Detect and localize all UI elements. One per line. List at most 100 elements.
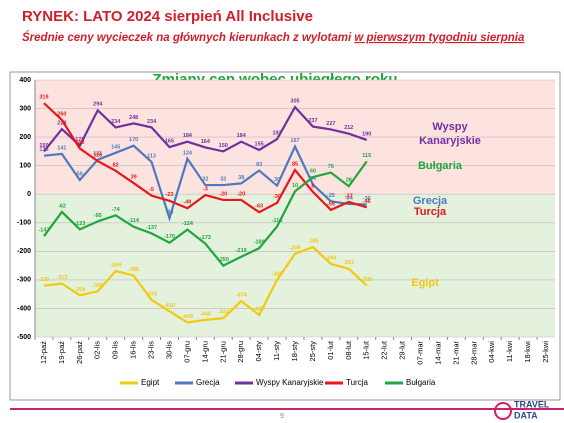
x-tick-label: 14-gru	[200, 341, 209, 363]
series-annotation: Grecja	[413, 195, 448, 207]
x-tick-label: 28-gru	[236, 341, 245, 363]
data-label: 60	[310, 169, 316, 175]
y-tick-label: -100	[17, 220, 31, 227]
x-tick-label: 12-paź	[39, 341, 48, 364]
data-label: 83	[256, 162, 262, 168]
data-label: 155	[255, 141, 264, 147]
x-tick-label: 08-lut	[344, 340, 353, 360]
data-label: 305	[290, 99, 299, 105]
data-label: 34	[310, 176, 317, 182]
x-tick-label: 11-kwi	[505, 341, 514, 362]
data-label: -49	[183, 200, 191, 206]
data-label: -170	[164, 234, 175, 240]
x-tick-label: 07-gru	[182, 341, 191, 363]
logo-text: TRAVEL	[514, 399, 550, 409]
data-label: -3	[203, 187, 208, 193]
legend-label: Grecja	[196, 378, 220, 387]
x-tick-label: 01-lut	[326, 340, 335, 360]
data-label: 121	[93, 151, 102, 157]
x-tick-label: 11-sty	[272, 341, 281, 361]
data-label: 50	[77, 171, 83, 177]
data-label: 113	[147, 153, 156, 159]
data-label: -374	[236, 292, 248, 298]
data-label: 193	[272, 131, 281, 137]
data-label: 28	[346, 178, 352, 184]
series-line	[43, 160, 368, 267]
x-tick-label: 15-lut	[362, 340, 371, 360]
data-label: -20	[219, 191, 227, 197]
data-label: 160	[75, 140, 84, 146]
data-label: 260	[57, 111, 66, 117]
legend-label: Egipt	[141, 378, 160, 387]
series-annotation: Turcja	[414, 206, 447, 218]
data-label: 228	[57, 121, 66, 127]
data-label: 167	[290, 138, 299, 144]
data-label: 82	[113, 162, 119, 168]
data-label: -62	[58, 203, 66, 209]
data-label: -114	[128, 218, 140, 224]
x-tick-label: 07-mar	[416, 341, 425, 365]
plot: -500 -400 -300 -200 -100 0 100 200 300 400 12-paź 1…	[17, 77, 555, 387]
series-annotation: Bułgaria	[418, 160, 463, 172]
data-label: -185	[307, 239, 318, 245]
data-label: -46	[363, 199, 371, 205]
data-label: -34	[345, 195, 354, 201]
legend-label: Wyspy Kanaryjskie	[256, 378, 324, 387]
data-label: 141	[57, 145, 66, 151]
y-tick-label: 100	[19, 163, 31, 170]
data-label: 8	[311, 183, 314, 189]
data-label: -27	[345, 193, 353, 199]
data-label: 234	[111, 119, 121, 125]
data-label: 145	[111, 144, 120, 150]
legend-label: Bułgaria	[406, 378, 436, 387]
data-label: -55	[327, 201, 335, 207]
logo-text: DATA	[514, 410, 538, 420]
data-label: 150	[219, 143, 228, 149]
data-label: 124	[183, 150, 193, 156]
data-label: -320	[38, 277, 49, 283]
x-tick-label: 26-paź	[75, 341, 84, 364]
data-label: 150	[39, 143, 48, 149]
data-label: -123	[74, 221, 85, 227]
x-tick-label: 18-sty	[290, 341, 299, 362]
y-tick-label: 200	[19, 134, 31, 141]
x-tick-label: 16-lis	[129, 341, 138, 359]
data-label: 38	[238, 175, 244, 181]
data-label: 164	[201, 139, 211, 145]
series-annotation: Kanaryjskie	[419, 135, 481, 147]
y-tick-label: -400	[17, 305, 31, 312]
x-tick-label: 21-gru	[218, 341, 227, 363]
y-tick-label: -200	[17, 248, 31, 255]
x-tick-label: 25-sty	[308, 341, 317, 362]
data-label: -354	[74, 287, 86, 293]
x-tick-label: 14-mar	[433, 341, 442, 365]
data-label: -285	[128, 267, 139, 273]
data-label: -244	[325, 255, 337, 261]
subtitle-underlined: w pierwszym tygodniu sierpnia	[354, 32, 525, 44]
data-label: -320	[361, 277, 372, 283]
data-label: -250	[218, 257, 229, 263]
data-label: -124	[182, 221, 194, 227]
x-tick-label: 25-kwi	[541, 341, 550, 363]
series-line	[43, 105, 368, 153]
logo-icon	[494, 402, 512, 420]
x-tick-label: 04-sty	[254, 341, 263, 362]
data-label: -340	[92, 283, 103, 289]
data-label: -23	[166, 192, 174, 198]
data-label: -5	[149, 187, 154, 193]
data-label: 212	[344, 125, 353, 131]
x-tick-label: 22-lut	[380, 340, 389, 360]
series-line	[43, 143, 367, 222]
data-label: -189	[254, 240, 265, 246]
slide-subtitle: Średnie ceny wycieczek na głównych kieru…	[22, 31, 525, 44]
series-annotation: Egipt	[411, 277, 439, 289]
data-label: 237	[308, 118, 317, 124]
data-label: -74	[112, 207, 121, 213]
series-line	[43, 102, 368, 214]
data-label: 116	[93, 153, 102, 159]
series-annotation: Wyspy	[432, 121, 468, 133]
data-label: 190	[362, 131, 371, 137]
data-label: 85	[292, 161, 298, 167]
series-line	[43, 245, 368, 324]
